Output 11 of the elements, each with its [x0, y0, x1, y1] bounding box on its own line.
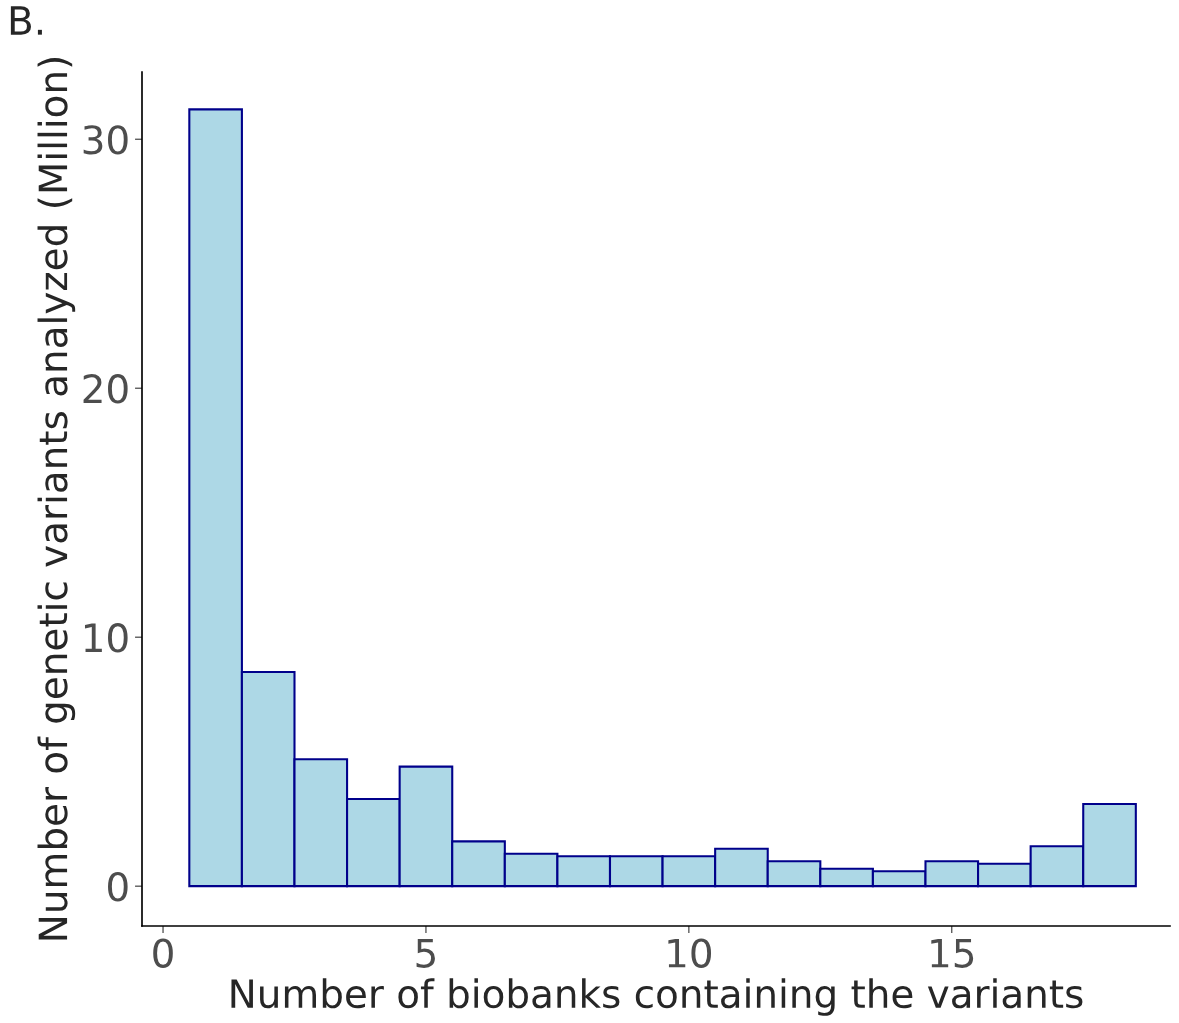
x-tick-label: 5 — [416, 939, 435, 968]
y-tick-label: 10 — [84, 623, 128, 653]
chart-title: B. — [10, 6, 42, 35]
x-tick-label: 15 — [931, 939, 974, 968]
y-tick-label: 30 — [83, 125, 128, 155]
y-tick-label: 0 — [108, 872, 128, 902]
x-tick-label: 0 — [153, 938, 173, 968]
y-axis-title: Number of genetic variants analyzed (Million) — [37, 58, 76, 940]
y-tick-label: 20 — [83, 374, 128, 404]
x-axis-title: Number of biobanks containing the variants — [231, 978, 1083, 1016]
x-tick-label: 10 — [668, 938, 712, 968]
